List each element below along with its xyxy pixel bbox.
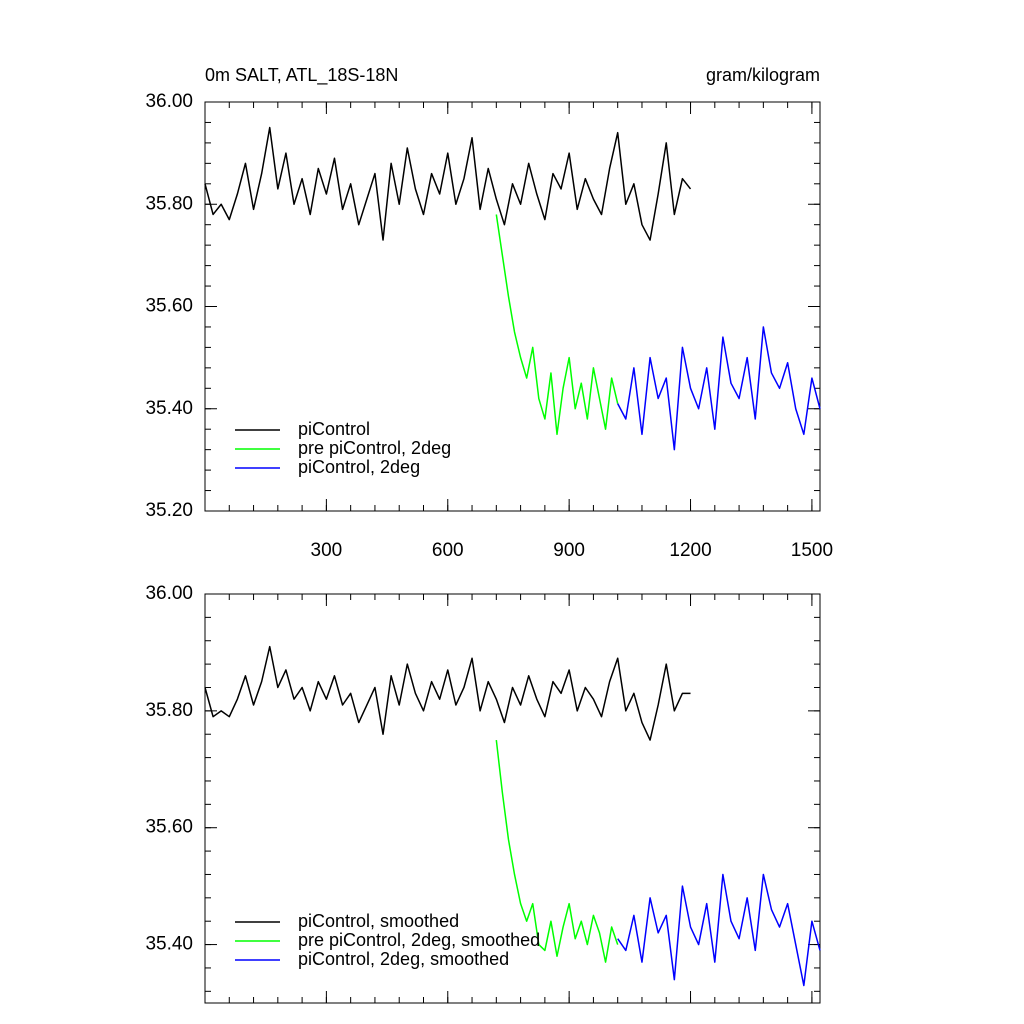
series-line xyxy=(495,739,619,963)
y-tick-label: 35.60 xyxy=(145,817,193,838)
y-tick-label: 35.80 xyxy=(145,193,193,214)
series-line xyxy=(204,126,692,241)
x-tick-label: 600 xyxy=(432,540,464,561)
series-line xyxy=(204,645,691,741)
y-tick-label: 36.00 xyxy=(145,91,193,112)
y-tick-label: 35.80 xyxy=(145,700,193,721)
legend-label: piControl, 2deg xyxy=(298,457,420,477)
legend-label: piControl, 2deg, smoothed xyxy=(298,949,509,969)
legend-label: piControl, smoothed xyxy=(298,911,459,931)
x-tick-label: 1200 xyxy=(669,540,711,561)
legend-label: piControl xyxy=(298,419,370,439)
y-tick-label: 35.40 xyxy=(145,934,193,955)
y-tick-label: 35.60 xyxy=(145,296,193,317)
legend-label: pre piControl, 2deg xyxy=(298,438,451,458)
y-tick-label: 35.40 xyxy=(145,398,193,419)
series-line xyxy=(617,326,821,451)
series-line xyxy=(617,873,821,987)
y-tick-label: 36.00 xyxy=(145,583,193,604)
x-tick-label: 1500 xyxy=(791,540,833,561)
y-tick-label: 35.20 xyxy=(145,500,193,521)
x-tick-label: 300 xyxy=(311,540,343,561)
legend-label: pre piControl, 2deg, smoothed xyxy=(298,930,540,950)
chart-title: 0m SALT, ATL_18S-18N xyxy=(205,65,398,86)
series-line xyxy=(495,214,619,436)
plot-frame xyxy=(204,593,821,1004)
units-label: gram/kilogram xyxy=(706,65,820,85)
x-tick-label: 900 xyxy=(553,540,585,561)
